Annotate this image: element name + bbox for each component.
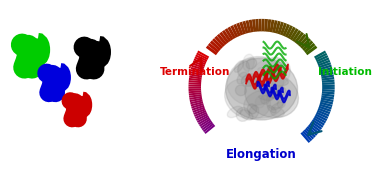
Circle shape — [49, 68, 55, 75]
Circle shape — [72, 97, 77, 102]
Ellipse shape — [271, 78, 288, 86]
Ellipse shape — [226, 58, 297, 120]
Text: Termination: Termination — [160, 67, 230, 77]
Ellipse shape — [243, 54, 254, 71]
Ellipse shape — [271, 108, 284, 117]
Ellipse shape — [262, 76, 271, 85]
Ellipse shape — [266, 68, 280, 79]
Ellipse shape — [249, 58, 290, 93]
Ellipse shape — [259, 95, 274, 100]
Ellipse shape — [240, 110, 253, 120]
Ellipse shape — [271, 57, 279, 69]
Ellipse shape — [247, 104, 257, 114]
Ellipse shape — [268, 86, 286, 98]
Ellipse shape — [266, 64, 273, 78]
Ellipse shape — [246, 58, 257, 69]
Ellipse shape — [255, 96, 265, 108]
Ellipse shape — [236, 108, 249, 121]
Circle shape — [87, 42, 93, 49]
Ellipse shape — [275, 62, 285, 72]
Text: Initiation: Initiation — [318, 67, 372, 77]
Ellipse shape — [249, 105, 259, 119]
Ellipse shape — [238, 61, 249, 78]
Ellipse shape — [241, 74, 257, 86]
Ellipse shape — [271, 102, 283, 110]
Ellipse shape — [260, 96, 269, 104]
Ellipse shape — [225, 79, 271, 119]
Circle shape — [25, 39, 31, 46]
Ellipse shape — [266, 91, 279, 108]
Ellipse shape — [265, 84, 277, 98]
Ellipse shape — [277, 100, 285, 108]
Ellipse shape — [258, 67, 272, 79]
Ellipse shape — [238, 58, 276, 84]
Ellipse shape — [245, 72, 299, 118]
Ellipse shape — [227, 56, 284, 105]
Ellipse shape — [268, 105, 276, 113]
Text: Elongation: Elongation — [226, 148, 297, 161]
Ellipse shape — [234, 61, 244, 72]
Ellipse shape — [244, 90, 284, 118]
Ellipse shape — [237, 72, 247, 84]
Ellipse shape — [272, 68, 281, 78]
Ellipse shape — [235, 85, 246, 96]
Ellipse shape — [227, 106, 243, 118]
